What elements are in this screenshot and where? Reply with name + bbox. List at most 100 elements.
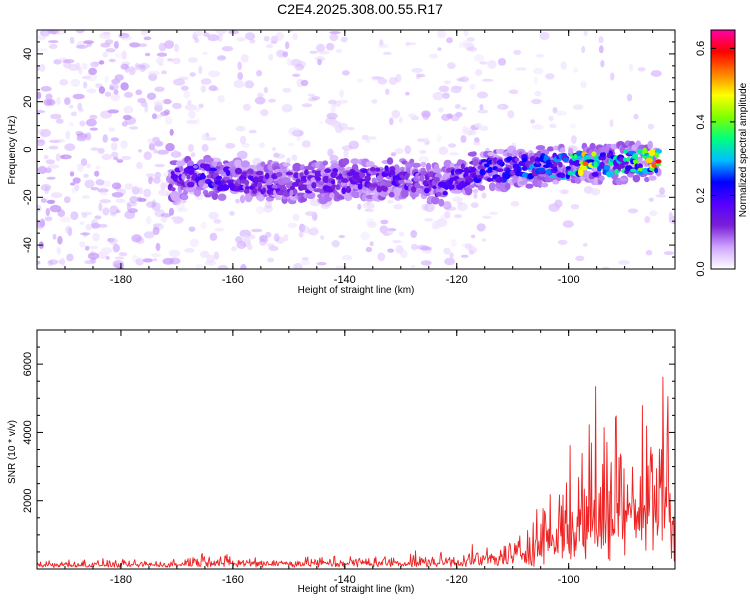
heatmap-noise-cell (398, 231, 405, 237)
heatmap-noise-cell (44, 167, 52, 174)
heatmap-noise-cell (121, 121, 128, 127)
heatmap-noise-cell (183, 90, 191, 99)
heatmap-band-halo-cell (504, 182, 511, 190)
heatmap-noise-cell (476, 91, 489, 99)
heatmap-noise-cell (329, 33, 339, 42)
heatmap-noise-cell (286, 157, 291, 164)
heatmap-band-halo-cell (647, 140, 653, 150)
heatmap-noise-cell (90, 61, 100, 68)
heatmap-noise-cell (173, 149, 178, 159)
heatmap-noise-cell (251, 228, 263, 233)
heatmap-noise-cell (155, 57, 165, 64)
heatmap-band-cell (205, 165, 212, 172)
heatmap-noise-cell (300, 259, 311, 266)
heatmap-noise-cell (59, 154, 72, 160)
heatmap-noise-cell (510, 201, 520, 207)
heatmap-noise-cell (310, 226, 318, 235)
heatmap-noise-cell (72, 177, 81, 184)
heatmap-noise-cell (301, 257, 309, 261)
heatmap-noise-cell (462, 243, 474, 248)
heatmap-noise-cell (377, 43, 389, 49)
heatmap-noise-cell (420, 246, 432, 251)
heatmap-noise-cell (244, 80, 255, 89)
heatmap-band-cell (244, 179, 250, 186)
heatmap-band-cell (234, 167, 243, 175)
heatmap-noise-cell (633, 113, 639, 120)
heatmap-noise-cell (201, 133, 208, 141)
heatmap-noise-cell (479, 104, 484, 110)
heatmap-noise-cell (173, 78, 186, 86)
heatmap-band-halo-cell (411, 162, 421, 168)
heatmap-noise-cell (208, 70, 220, 78)
heatmap-noise-cell (268, 245, 279, 252)
heatmap-band-cell (243, 189, 250, 194)
heatmap-band-halo-cell (275, 195, 282, 201)
heatmap-band-cell (632, 153, 639, 161)
heatmap-noise-cell (281, 103, 293, 113)
heatmap-band-cell (654, 152, 660, 159)
heatmap-band-cell (623, 148, 628, 155)
colorbar-ticks: 0.0 0.2 0.4 0.6 (695, 29, 736, 277)
heatmap-noise-cell (320, 203, 331, 210)
heatmap-noise-cell (153, 176, 161, 184)
heatmap-noise-cell (131, 186, 140, 195)
heatmap-band-cell (335, 184, 341, 190)
heatmap-band-cell (324, 168, 332, 174)
heatmap-noise-cell (473, 54, 485, 62)
heatmap-band-cell (384, 180, 393, 187)
heatmap-noise-cell (213, 251, 220, 260)
heatmap-noise-cell (129, 42, 141, 48)
heatmap-band-cell (227, 179, 235, 184)
heatmap-noise-cell (263, 205, 274, 213)
heatmap-band-halo-cell (552, 179, 560, 185)
heatmap-noise-cell (123, 91, 134, 98)
heatmap-band-halo-cell (467, 151, 477, 157)
spectrogram-y-axis-label: Frequency (Hz) (7, 116, 18, 185)
heatmap-noise-cell (198, 103, 204, 109)
heatmap-noise-cell (447, 62, 456, 70)
heatmap-noise-cell (83, 40, 94, 44)
heatmap-noise-cell (320, 235, 325, 240)
heatmap-noise-cell (533, 67, 544, 75)
heatmap-band-cell (645, 157, 653, 164)
heatmap-noise-cell (138, 43, 147, 47)
heatmap-noise-cell (74, 184, 80, 192)
snr-x-tick-label: -160 (222, 574, 244, 586)
heatmap-noise-cell (99, 32, 111, 39)
heatmap-noise-cell (471, 234, 476, 239)
heatmap-band-halo-cell (559, 147, 566, 153)
heatmap-noise-cell (154, 101, 162, 110)
heatmap-band-halo-cell (540, 182, 549, 188)
heatmap-noise-cell (98, 60, 105, 65)
heatmap-noise-cell (49, 204, 62, 213)
heatmap-noise-cell (449, 152, 460, 156)
spectrogram-x-tick-label: -140 (334, 274, 356, 286)
heatmap-noise-cell (85, 223, 92, 231)
heatmap-noise-cell (76, 163, 84, 172)
heatmap-noise-cell (215, 30, 228, 35)
heatmap-noise-cell (255, 206, 265, 215)
heatmap-noise-cell (56, 96, 61, 106)
heatmap-band-cell (186, 174, 191, 180)
heatmap-noise-cell (248, 129, 257, 134)
heatmap-noise-cell (120, 63, 129, 70)
heatmap-band-halo-cell (589, 142, 596, 151)
colorbar-label: Normalized spectral amplitude (738, 82, 749, 217)
heatmap-noise-cell (144, 52, 151, 57)
spectrogram-x-tick-label: -180 (110, 274, 132, 286)
heatmap-noise-cell (335, 265, 348, 269)
heatmap-noise-cell (198, 65, 203, 75)
heatmap-noise-cell (143, 151, 152, 160)
heatmap-noise-cell (531, 98, 542, 105)
heatmap-noise-cell (366, 218, 376, 226)
heatmap-noise-cell (65, 130, 71, 140)
heatmap-noise-cell (118, 252, 128, 257)
heatmap-band-cell (398, 179, 405, 184)
heatmap-peak-cell (582, 161, 589, 167)
heatmap-noise-cell (339, 89, 344, 98)
heatmap-noise-cell (37, 110, 46, 114)
heatmap-band-cell (215, 175, 223, 180)
heatmap-noise-cell (109, 205, 119, 215)
heatmap-noise-cell (581, 45, 586, 54)
heatmap-noise-cell (582, 242, 588, 247)
